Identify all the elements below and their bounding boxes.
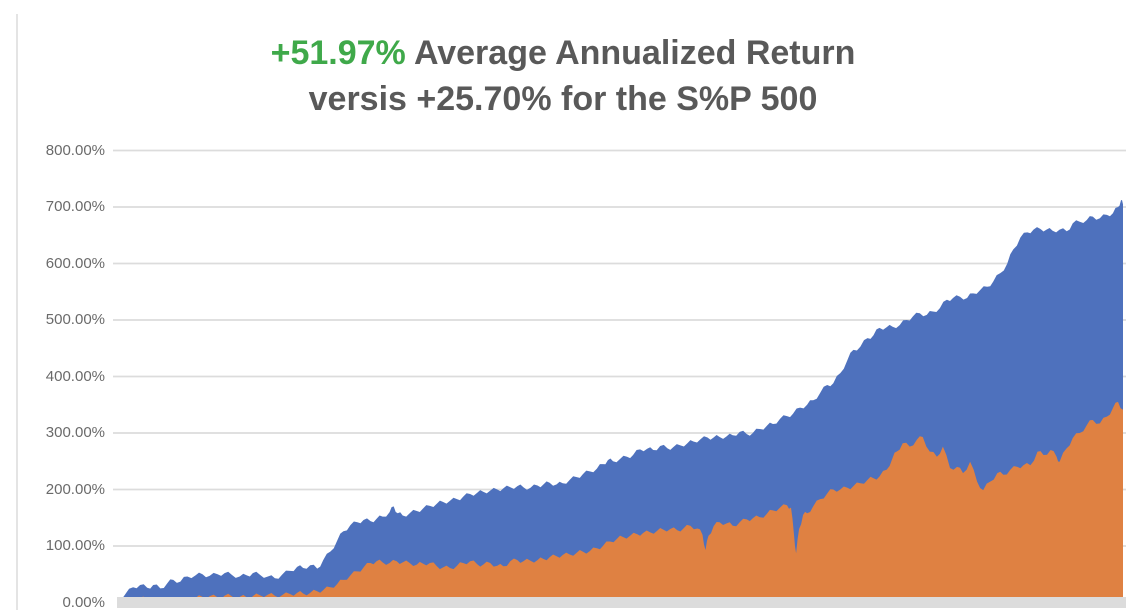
title-return-value: +51.97%	[270, 34, 406, 72]
y-axis-label: 0.00%	[62, 593, 105, 610]
y-axis-label: 600.00%	[45, 254, 105, 272]
y-axis-label: 300.00%	[45, 424, 105, 441]
y-axis-label: 500.00%	[45, 311, 105, 328]
y-axis-label: 700.00%	[45, 198, 105, 215]
y-axis-label: 400.00%	[45, 367, 105, 385]
title-return-text: Average Annualized Return	[405, 34, 856, 72]
chart-title-line2: versis +25.70% for the S%P 500	[308, 80, 818, 118]
slide-edge-line	[16, 14, 18, 610]
y-axis-label: 200.00%	[45, 480, 105, 498]
chart-title: +51.97% Average Annualized Return versis…	[0, 30, 1126, 122]
y-axis-label: 800.00%	[45, 141, 105, 159]
x-axis-band	[117, 597, 1126, 608]
y-axis-label: 100.00%	[45, 537, 105, 554]
chart-title-line1: +51.97% Average Annualized Return	[0, 30, 1126, 76]
area-series-sp500-cumulative-return	[117, 401, 1123, 603]
